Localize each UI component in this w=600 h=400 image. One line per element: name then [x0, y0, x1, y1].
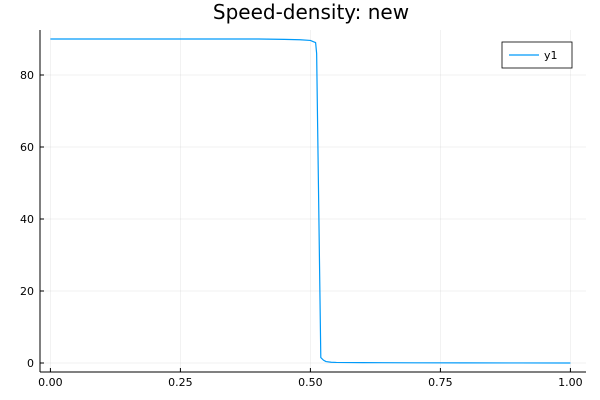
y-tick-label-1: 20 [20, 285, 34, 298]
chart-title: Speed-density: new [213, 0, 409, 24]
x-tick-label-0: 0.00 [38, 376, 63, 389]
x-tick-label-1: 0.25 [168, 376, 193, 389]
y-tick-label-0: 0 [27, 357, 34, 370]
y-tick-label-3: 60 [20, 141, 34, 154]
series-lines [50, 38, 571, 364]
x-tick-label-2: 0.50 [298, 376, 323, 389]
x-tick-label-4: 1.00 [558, 376, 583, 389]
y-tick-label-2: 40 [20, 213, 34, 226]
legend: y1 [501, 41, 573, 69]
legend-label-y1: y1 [544, 49, 558, 62]
y-tick-label-4: 80 [20, 69, 34, 82]
grid [40, 30, 586, 372]
axes [39, 30, 586, 373]
ticks: 0.00 0.25 0.50 0.75 1.00 0 20 40 60 80 [20, 69, 583, 389]
x-tick-label-3: 0.75 [428, 376, 453, 389]
series-line-y1 [50, 38, 571, 364]
